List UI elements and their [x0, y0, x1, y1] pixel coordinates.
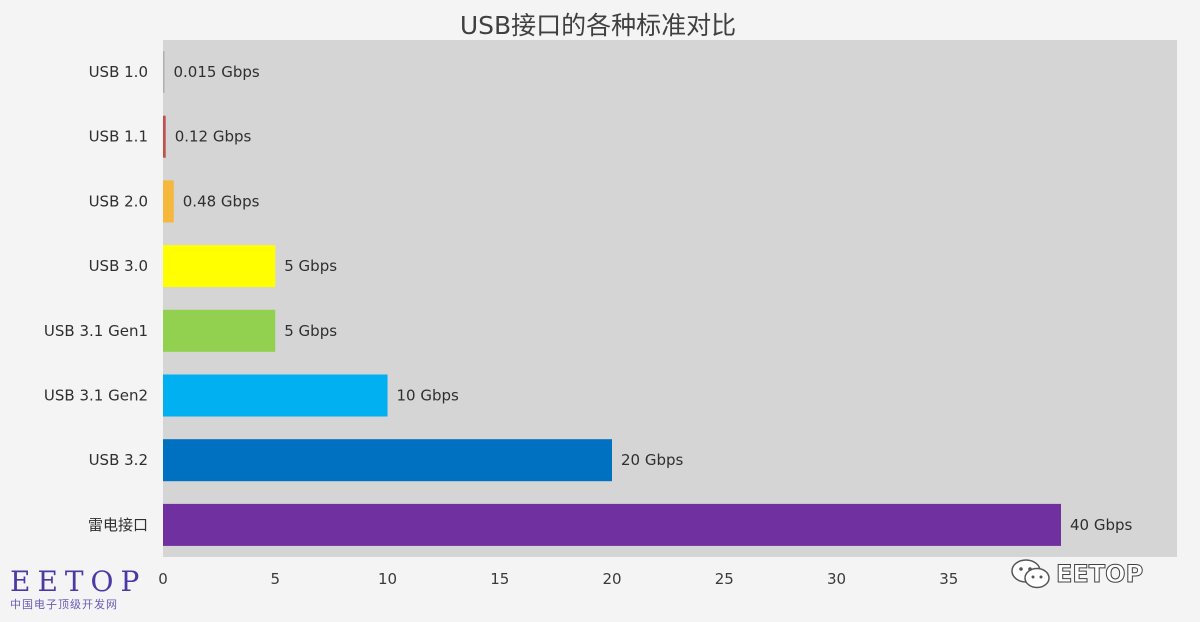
data-label: 10 Gbps — [397, 387, 460, 405]
x-tick-label: 30 — [827, 570, 846, 588]
x-axis-ticks: 0 5 10 15 20 25 30 35 — [158, 570, 958, 588]
bar-8 — [163, 503, 1061, 546]
data-label: 5 Gbps — [284, 257, 337, 275]
eetop-watermark-right: EETOP — [1010, 556, 1144, 592]
data-label: 0.015 Gbps — [174, 63, 260, 81]
wechat-icon — [1011, 559, 1050, 589]
bar-7 — [163, 439, 612, 482]
x-tick-label: 20 — [602, 570, 621, 588]
x-tick-label: 0 — [158, 570, 168, 588]
x-tick-label: 25 — [715, 570, 734, 588]
category-label: USB 3.0 — [89, 257, 148, 275]
data-label: 0.12 Gbps — [175, 128, 252, 146]
category-label: USB 3.2 — [89, 451, 148, 469]
category-label: USB 3.1 Gen2 — [44, 387, 148, 405]
x-tick-label: 15 — [490, 570, 509, 588]
category-label: USB 2.0 — [89, 192, 148, 210]
bar-5 — [163, 309, 276, 352]
eetop-watermark-left: EETOP 中国电子顶级开发网 — [10, 566, 170, 612]
bar-1 — [163, 51, 165, 93]
bar-2 — [163, 115, 166, 158]
bars-layer — [163, 51, 1061, 546]
data-label: 0.48 Gbps — [183, 192, 260, 210]
bar-3 — [163, 180, 174, 223]
category-label: USB 1.0 — [89, 63, 148, 81]
data-label: 20 Gbps — [621, 451, 684, 469]
x-tick-label: 35 — [939, 570, 958, 588]
category-label: USB 1.1 — [89, 128, 148, 146]
x-tick-label: 10 — [378, 570, 397, 588]
category-labels: USB 1.0 USB 1.1 USB 2.0 USB 3.0 USB 3.1 Gen1… — [44, 63, 148, 534]
data-label: 5 Gbps — [284, 322, 337, 340]
eetop-logo-text-right: EETOP — [1055, 560, 1144, 589]
data-label: 40 Gbps — [1070, 516, 1133, 534]
bar-4 — [163, 245, 276, 288]
data-labels: 0.015 Gbps 0.12 Gbps 0.48 Gbps 5 Gbps 5 Gbps… — [174, 63, 1133, 534]
eetop-logo-subtitle: 中国电子顶级开发网 — [10, 598, 118, 611]
x-tick-label: 5 — [270, 570, 280, 588]
category-label: USB 3.1 Gen1 — [44, 322, 148, 340]
bar-6 — [163, 374, 388, 417]
category-label: 雷电接口 — [88, 516, 148, 534]
chart-title: USB接口的各种标准对比 — [460, 11, 736, 40]
eetop-logo-text: EETOP — [10, 565, 147, 598]
